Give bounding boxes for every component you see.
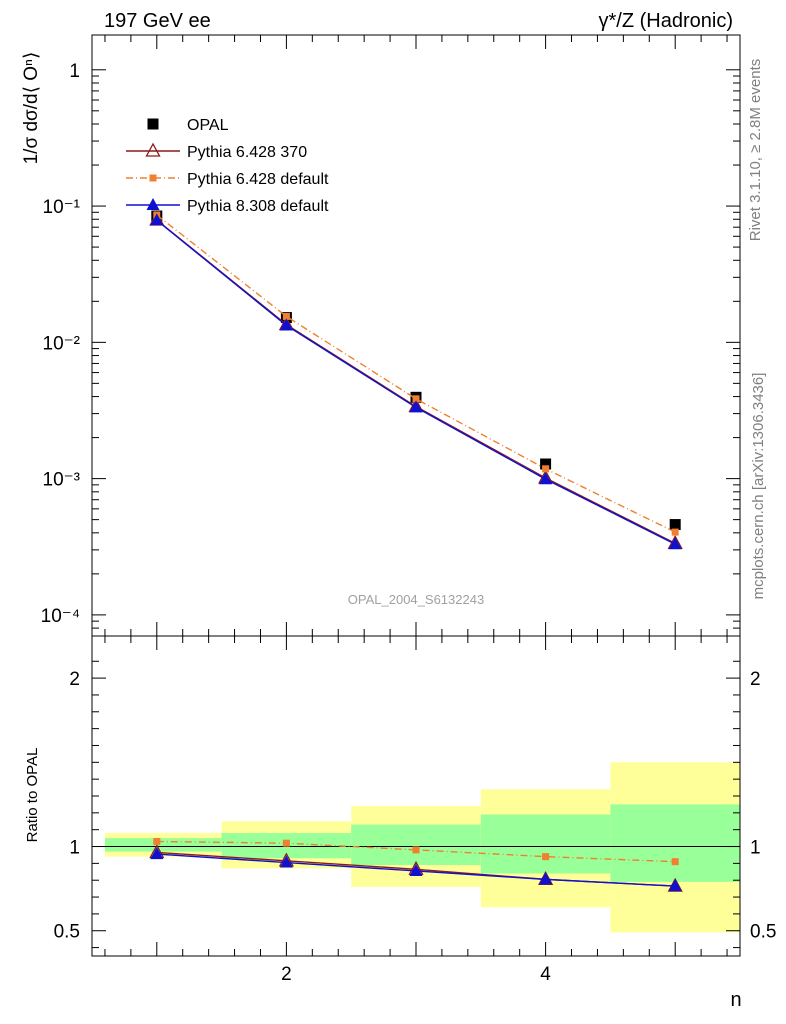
legend-label-pythia-6-428-370: Pythia 6.428 370: [187, 144, 307, 161]
ratio-y-tick-label-right: 2: [750, 669, 761, 690]
main-y-tick-label: 10⁻³: [43, 470, 81, 491]
ratio-point-pythia-6-428-default: [671, 858, 679, 866]
ratio-point-pythia-8-308-default: [150, 847, 164, 860]
analysis-watermark: OPAL_2004_S6132243: [348, 592, 484, 607]
ratio-y-tick-label-right: 0.5: [750, 922, 776, 943]
ratio-y-tick-label-left: 0.5: [54, 922, 80, 943]
ratio-line-pythia-6-428-default: [156, 840, 676, 863]
ratio-panel-ticks: 0.5 0.5 1 1 2 2 2 4: [54, 636, 776, 985]
main-point-opal: [540, 458, 552, 470]
main-point-pythia-8-308-default: [409, 400, 423, 413]
rivet-version-label: Rivet 3.1.10, ≥ 2.8M events: [747, 59, 764, 242]
ratio-point-pythia-8-308-default: [539, 872, 553, 885]
ratio-point-pythia-6-428-default: [282, 839, 290, 847]
ratio-point-pythia-8-308-default: [668, 879, 682, 892]
main-point-pythia-8-308-default: [279, 318, 293, 331]
green-band-2: [351, 824, 481, 866]
ratio-y-tick-label-right: 1: [750, 838, 761, 859]
ratio-point-pythia-6-428-default: [542, 853, 550, 861]
legend-marker-pythia-6-428-370: [145, 142, 161, 157]
main-y-tick-label: 10⁻²: [43, 333, 81, 354]
main-line-pythia-6-428-default: [156, 214, 676, 533]
x-axis-label: n: [730, 989, 741, 1011]
legend-label-pythia-8-308-default: Pythia 8.308 default: [187, 198, 329, 215]
main-point-pythia-6-428-default: [542, 465, 550, 473]
header-left: 197 GeV ee: [104, 10, 211, 32]
x-tick-label: 4: [540, 964, 551, 985]
main-y-tick-label: 1: [69, 61, 80, 82]
ratio-point-pythia-6-428-default: [412, 846, 420, 854]
main-y-axis-label: 1/σ dσ/d⟨ Oⁿ⟩: [21, 52, 42, 165]
legend-marker-pythia-6-428-default: [149, 174, 157, 182]
main-point-pythia-6-428-default: [282, 312, 290, 320]
ratio-point-pythia-6-428-default: [153, 837, 161, 845]
main-point-pythia-6-428-default: [412, 395, 420, 403]
legend-marker-pythia-8-308-default: [146, 198, 160, 210]
ratio-point-pythia-8-308-default: [409, 863, 423, 876]
main-y-tick-label: 10⁻⁴: [41, 606, 80, 627]
green-band-0: [104, 838, 222, 852]
legend-marker-opal: [147, 118, 159, 130]
legend: OPAL Pythia 6.428 370 Pythia 6.428 default…: [126, 117, 329, 215]
green-band-4: [610, 804, 740, 882]
legend-label-pythia-6-428-default: Pythia 6.428 default: [187, 171, 329, 188]
ratio-y-tick-label-left: 2: [69, 669, 80, 690]
x-tick-label: 2: [281, 964, 292, 985]
ratio-y-tick-label-left: 1: [69, 838, 80, 859]
main-point-opal: [669, 519, 681, 531]
ratio-panel-frame: [91, 635, 741, 957]
legend-label-opal: OPAL: [187, 117, 229, 134]
main-point-pythia-8-308-default: [539, 472, 553, 485]
main-y-tick-label: 10⁻¹: [43, 197, 81, 218]
main-line-pythia-8-308-default: [156, 219, 676, 545]
main-panel-ticks: 1 10⁻¹ 10⁻² 10⁻³ 10⁻⁴: [41, 35, 740, 637]
main-point-pythia-8-308-default: [668, 537, 682, 550]
green-band-3: [480, 814, 611, 874]
series-layer: [149, 210, 683, 892]
main-point-pythia-8-308-default: [150, 213, 164, 226]
ratio-y-axis-label: Ratio to OPAL: [24, 748, 41, 843]
ratio-point-pythia-8-308-default: [279, 855, 293, 868]
main-point-pythia-6-428-default: [671, 528, 679, 536]
header-right: γ*/Z (Hadronic): [599, 10, 733, 32]
mcplots-label: mcplots.cern.ch [arXiv:1306.3436]: [750, 373, 767, 600]
